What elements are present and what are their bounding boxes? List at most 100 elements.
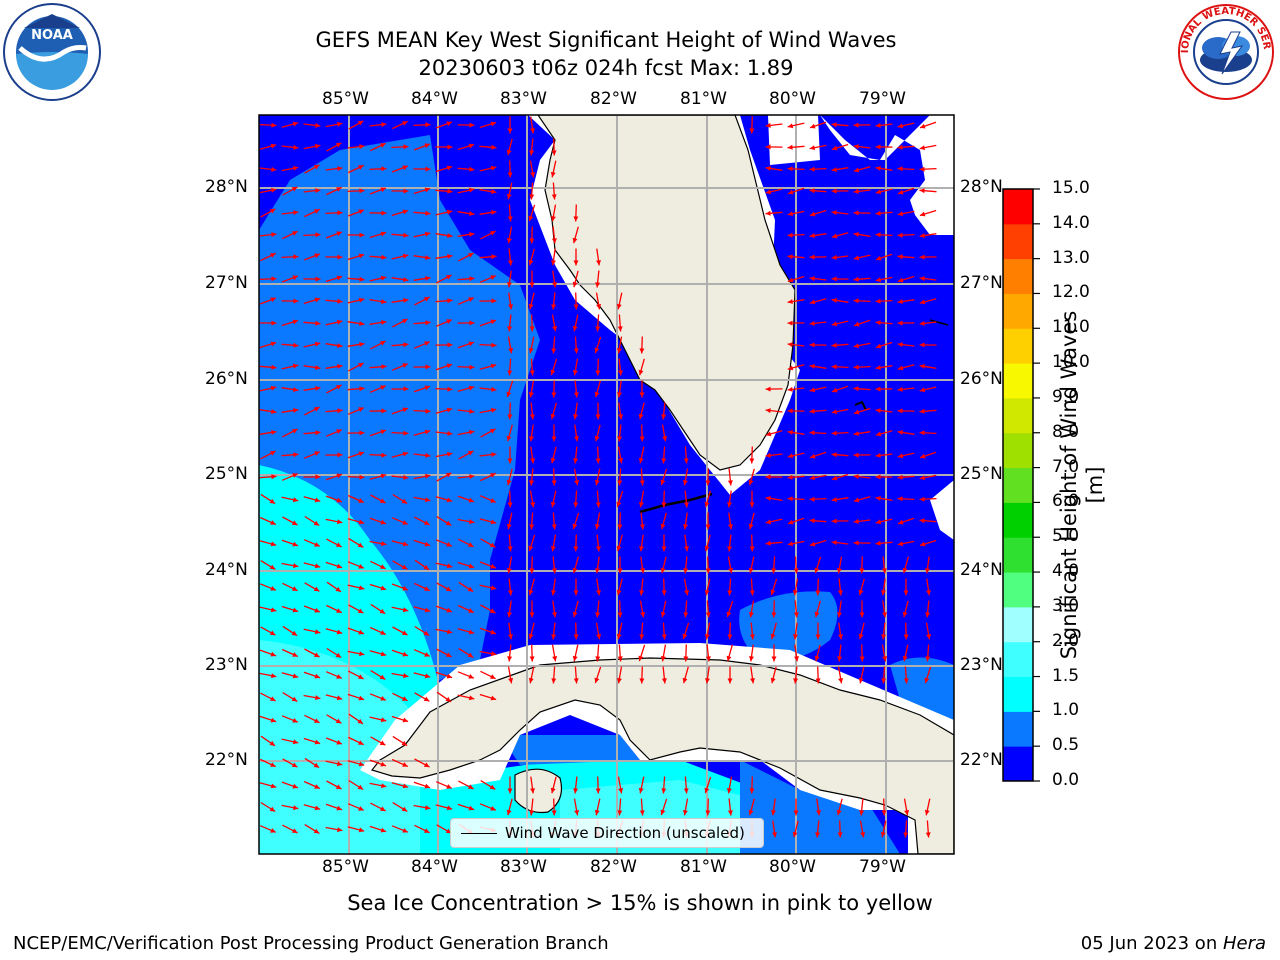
wind-arrow-head bbox=[379, 498, 386, 503]
wind-arrow-head bbox=[506, 149, 512, 156]
wind-arrow-head bbox=[403, 144, 409, 150]
wind-arrow-head bbox=[787, 277, 794, 283]
wind-arrow-head bbox=[617, 480, 623, 486]
wind-arrow-head bbox=[490, 363, 497, 369]
wind-arrow-head bbox=[875, 496, 881, 501]
wind-arrow-head bbox=[507, 656, 513, 662]
wind-arrow-head bbox=[313, 586, 320, 592]
wind-arrow-head bbox=[489, 608, 496, 613]
wind-arrow-head bbox=[727, 590, 733, 596]
colorbar-tick-label: 12.0 bbox=[1052, 282, 1090, 303]
wind-arrow-head bbox=[490, 806, 496, 811]
wind-arrow-head bbox=[507, 216, 513, 222]
lat-label-left: 28°N bbox=[205, 177, 248, 197]
wind-arrow-head bbox=[424, 341, 430, 346]
wind-arrow-head bbox=[595, 568, 600, 574]
wind-arrow-head bbox=[402, 541, 409, 547]
wind-arrow-head bbox=[638, 655, 644, 662]
wind-arrow-head bbox=[381, 320, 387, 325]
wind-arrow-head bbox=[572, 655, 578, 662]
wind-arrow-head bbox=[379, 740, 386, 746]
wind-arrow-head bbox=[379, 674, 386, 680]
wind-arrow-head bbox=[551, 392, 557, 398]
wind-arrow-head bbox=[787, 386, 793, 392]
wind-arrow-head bbox=[358, 585, 365, 591]
wind-arrow-head bbox=[530, 172, 536, 178]
wind-arrow-head bbox=[293, 452, 299, 458]
wind-arrow-head bbox=[638, 502, 644, 508]
wind-arrow-head bbox=[292, 541, 298, 547]
colorbar-segment bbox=[1003, 363, 1033, 399]
wind-arrow-head bbox=[683, 788, 689, 794]
wind-arrow-head bbox=[897, 541, 903, 547]
colorbar-segment bbox=[1003, 293, 1033, 329]
wind-arrow-head bbox=[660, 479, 666, 486]
colorbar-segment bbox=[1003, 572, 1033, 608]
wind-arrow-head bbox=[749, 590, 755, 596]
wind-arrow-head bbox=[836, 568, 842, 574]
wind-arrow-head bbox=[683, 524, 688, 530]
wind-arrow-head bbox=[683, 458, 689, 464]
wind-arrow-head bbox=[528, 589, 534, 596]
wind-arrow-head bbox=[831, 452, 837, 458]
wind-arrow-head bbox=[836, 809, 842, 816]
wind-arrow-head bbox=[424, 673, 431, 679]
wind-arrow-head bbox=[765, 474, 771, 480]
wind-arrow-head bbox=[682, 480, 688, 486]
wind-arrow-head bbox=[490, 674, 496, 679]
wind-arrow-head bbox=[491, 651, 497, 657]
wind-arrow-head bbox=[705, 612, 711, 618]
wind-arrow-head bbox=[639, 546, 644, 552]
wind-arrow-head bbox=[315, 386, 321, 391]
wind-arrow-head bbox=[640, 612, 646, 618]
wind-arrow-head bbox=[859, 612, 865, 618]
wind-arrow-head bbox=[269, 806, 276, 812]
wind-arrow-head bbox=[402, 253, 409, 259]
wind-arrow-head bbox=[728, 568, 734, 574]
wind-arrow-head bbox=[447, 386, 453, 392]
wind-arrow-head bbox=[271, 166, 277, 172]
wind-arrow-head bbox=[270, 828, 276, 833]
wind-arrow-head bbox=[574, 480, 580, 486]
wind-arrow-head bbox=[902, 655, 908, 662]
wind-arrow-head bbox=[660, 611, 666, 618]
wind-arrow-head bbox=[424, 187, 431, 193]
wind-arrow-head bbox=[337, 452, 343, 458]
wind-arrow-head bbox=[638, 369, 644, 376]
wind-arrow-head bbox=[748, 809, 754, 816]
wind-arrow-head bbox=[292, 429, 298, 434]
footer-producer: NCEP/EMC/Verification Post Processing Pr… bbox=[13, 933, 609, 954]
wind-arrow-head bbox=[357, 784, 364, 790]
wind-arrow-head bbox=[809, 518, 815, 524]
wind-arrow-head bbox=[491, 254, 497, 260]
wind-arrow-head bbox=[787, 365, 794, 371]
wind-arrow-head bbox=[853, 386, 859, 392]
map-frame bbox=[258, 114, 955, 855]
wind-arrow-head bbox=[882, 656, 888, 662]
wind-arrow-head bbox=[787, 254, 793, 260]
wind-arrow-head bbox=[402, 696, 408, 701]
wind-arrow-head bbox=[445, 828, 452, 834]
wind-arrow-head bbox=[357, 608, 364, 614]
wind-arrow-head bbox=[381, 541, 387, 547]
wind-arrow-head bbox=[705, 524, 711, 530]
wind-arrow-head bbox=[902, 611, 908, 618]
wind-arrow-head bbox=[507, 458, 513, 464]
wind-arrow-head bbox=[858, 677, 864, 684]
wind-arrow-head bbox=[572, 523, 578, 530]
wind-arrow-head bbox=[507, 282, 512, 288]
wind-arrow-head bbox=[507, 370, 513, 376]
wind-arrow-head bbox=[704, 634, 710, 640]
wind-arrow-head bbox=[815, 678, 821, 684]
wind-arrow-head bbox=[809, 430, 815, 436]
wind-arrow-head bbox=[507, 172, 513, 178]
wind-arrow-head bbox=[551, 260, 556, 266]
wind-arrow-head bbox=[425, 497, 431, 503]
wind-arrow-head bbox=[270, 541, 277, 547]
wind-arrow-head bbox=[853, 409, 860, 415]
wind-arrow-head bbox=[380, 761, 386, 767]
wind-arrow-head bbox=[726, 611, 732, 618]
wind-arrow-head bbox=[315, 320, 321, 326]
wind-arrow-head bbox=[897, 277, 904, 283]
wind-arrow-head bbox=[506, 809, 512, 816]
